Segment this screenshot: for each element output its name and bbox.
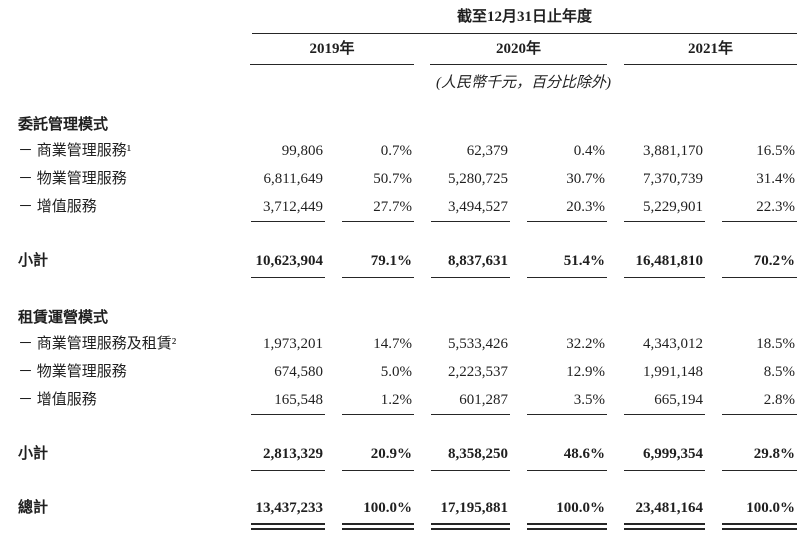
amount-2020: 5,533,426 xyxy=(448,336,508,352)
percent-2019: 27.7% xyxy=(325,193,414,222)
subtotal-label: 小計 xyxy=(18,253,49,269)
table-row: － 物業管理服務 674,580 5.0% 2,223,537 12.9% 1,… xyxy=(18,358,797,386)
amount-2021: 5,229,901 xyxy=(607,193,705,222)
unit-note-row: (人民幣千元，百分比除外) xyxy=(18,65,797,97)
percent-2021: 29.8% xyxy=(705,443,797,471)
amount-2019: 13,437,233 xyxy=(250,497,325,530)
percent-2021: 8.5% xyxy=(763,364,795,380)
amount-2021: 4,343,012 xyxy=(643,336,703,352)
percent-2021: 31.4% xyxy=(756,171,795,187)
percent-2020: 51.4% xyxy=(510,250,607,278)
amount-2019: 99,806 xyxy=(281,143,323,159)
percent-2020: 0.4% xyxy=(573,143,605,159)
percent-2021: 16.5% xyxy=(756,143,795,159)
percent-2021: 18.5% xyxy=(756,336,795,352)
row-label: － 增值服務 xyxy=(18,392,97,408)
amount-2021: 3,881,170 xyxy=(643,143,703,159)
percent-2019: 20.9% xyxy=(325,443,414,471)
percent-2019: 14.7% xyxy=(373,336,412,352)
percent-2020: 12.9% xyxy=(566,364,605,380)
percent-2021: 2.8% xyxy=(705,386,797,415)
year-header-2019: 2019年 xyxy=(250,41,414,65)
percent-2019: 5.0% xyxy=(380,364,412,380)
amount-2020: 3,494,527 xyxy=(414,193,510,222)
row-label: － 增值服務 xyxy=(18,199,97,215)
percent-2019: 50.7% xyxy=(373,171,412,187)
amount-2019: 10,623,904 xyxy=(250,250,325,278)
amount-2019: 3,712,449 xyxy=(250,193,325,222)
amount-2021: 6,999,354 xyxy=(607,443,705,471)
percent-2020: 3.5% xyxy=(510,386,607,415)
subtotal-row: 小計 2,813,329 20.9% 8,358,250 48.6% 6,999… xyxy=(18,443,797,471)
amount-2021: 16,481,810 xyxy=(607,250,705,278)
year-column-2020: 2020年 xyxy=(414,34,607,65)
spacer xyxy=(18,34,250,65)
year-header-row: 2019年 2020年 2021年 xyxy=(18,34,797,65)
subtotal-label: 小計 xyxy=(18,446,49,462)
period-header-row: 截至12月31日止年度 xyxy=(18,9,797,34)
period-header: 截至12月31日止年度 xyxy=(252,9,797,34)
table-row: － 增值服務 165,548 1.2% 601,287 3.5% 665,194… xyxy=(18,386,797,415)
section-title-row: 委託管理模式 xyxy=(18,113,797,137)
total-row: 總計 13,437,233 100.0% 17,195,881 100.0% 2… xyxy=(18,497,797,530)
spacer xyxy=(18,65,250,97)
percent-2020: 100.0% xyxy=(510,497,607,530)
year-column-2021: 2021年 xyxy=(607,34,797,65)
amount-2019: 165,548 xyxy=(250,386,325,415)
table-row: － 商業管理服務¹ 99,806 0.7% 62,379 0.4% 3,881,… xyxy=(18,137,797,165)
percent-2020: 30.7% xyxy=(566,171,605,187)
percent-2021: 70.2% xyxy=(705,250,797,278)
row-label: － 商業管理服務¹ xyxy=(18,143,132,159)
amount-2019: 1,973,201 xyxy=(263,336,323,352)
total-label: 總計 xyxy=(18,500,49,516)
year-column-2019: 2019年 xyxy=(250,34,414,65)
table-row: － 商業管理服務及租賃² 1,973,201 14.7% 5,533,426 3… xyxy=(18,330,797,358)
amount-2020: 601,287 xyxy=(414,386,510,415)
year-header-2021: 2021年 xyxy=(624,41,797,65)
amount-2021: 7,370,739 xyxy=(643,171,703,187)
percent-2021: 100.0% xyxy=(705,497,797,530)
percent-2019: 0.7% xyxy=(380,143,412,159)
amount-2019: 2,813,329 xyxy=(250,443,325,471)
row-label: － 物業管理服務 xyxy=(18,364,127,380)
amount-2020: 8,358,250 xyxy=(414,443,510,471)
amount-2020: 2,223,537 xyxy=(448,364,508,380)
section-title: 委託管理模式 xyxy=(18,117,109,133)
year-header-2020: 2020年 xyxy=(430,41,607,65)
amount-2019: 6,811,649 xyxy=(263,171,323,187)
amount-2021: 23,481,164 xyxy=(607,497,705,530)
row-label: － 商業管理服務及租賃² xyxy=(18,336,177,352)
amount-2021: 665,194 xyxy=(607,386,705,415)
table-row: － 物業管理服務 6,811,649 50.7% 5,280,725 30.7%… xyxy=(18,165,797,193)
row-label: － 物業管理服務 xyxy=(18,171,127,187)
percent-2020: 32.2% xyxy=(566,336,605,352)
section-title-row: 租賃運營模式 xyxy=(18,306,797,330)
percent-2019: 1.2% xyxy=(325,386,414,415)
percent-2020: 48.6% xyxy=(510,443,607,471)
spacer xyxy=(18,9,250,34)
amount-2020: 5,280,725 xyxy=(448,171,508,187)
unit-note: (人民幣千元，百分比除外) xyxy=(436,75,611,91)
section-title: 租賃運營模式 xyxy=(18,310,109,326)
amount-2020: 17,195,881 xyxy=(414,497,510,530)
table-row: － 增值服務 3,712,449 27.7% 3,494,527 20.3% 5… xyxy=(18,193,797,222)
amount-2021: 1,991,148 xyxy=(643,364,703,380)
amount-2020: 8,837,631 xyxy=(414,250,510,278)
percent-2019: 79.1% xyxy=(325,250,414,278)
percent-2021: 22.3% xyxy=(705,193,797,222)
amount-2019: 674,580 xyxy=(274,364,323,380)
percent-2020: 20.3% xyxy=(510,193,607,222)
percent-2019: 100.0% xyxy=(325,497,414,530)
amount-2020: 62,379 xyxy=(466,143,508,159)
subtotal-row: 小計 10,623,904 79.1% 8,837,631 51.4% 16,4… xyxy=(18,250,797,278)
